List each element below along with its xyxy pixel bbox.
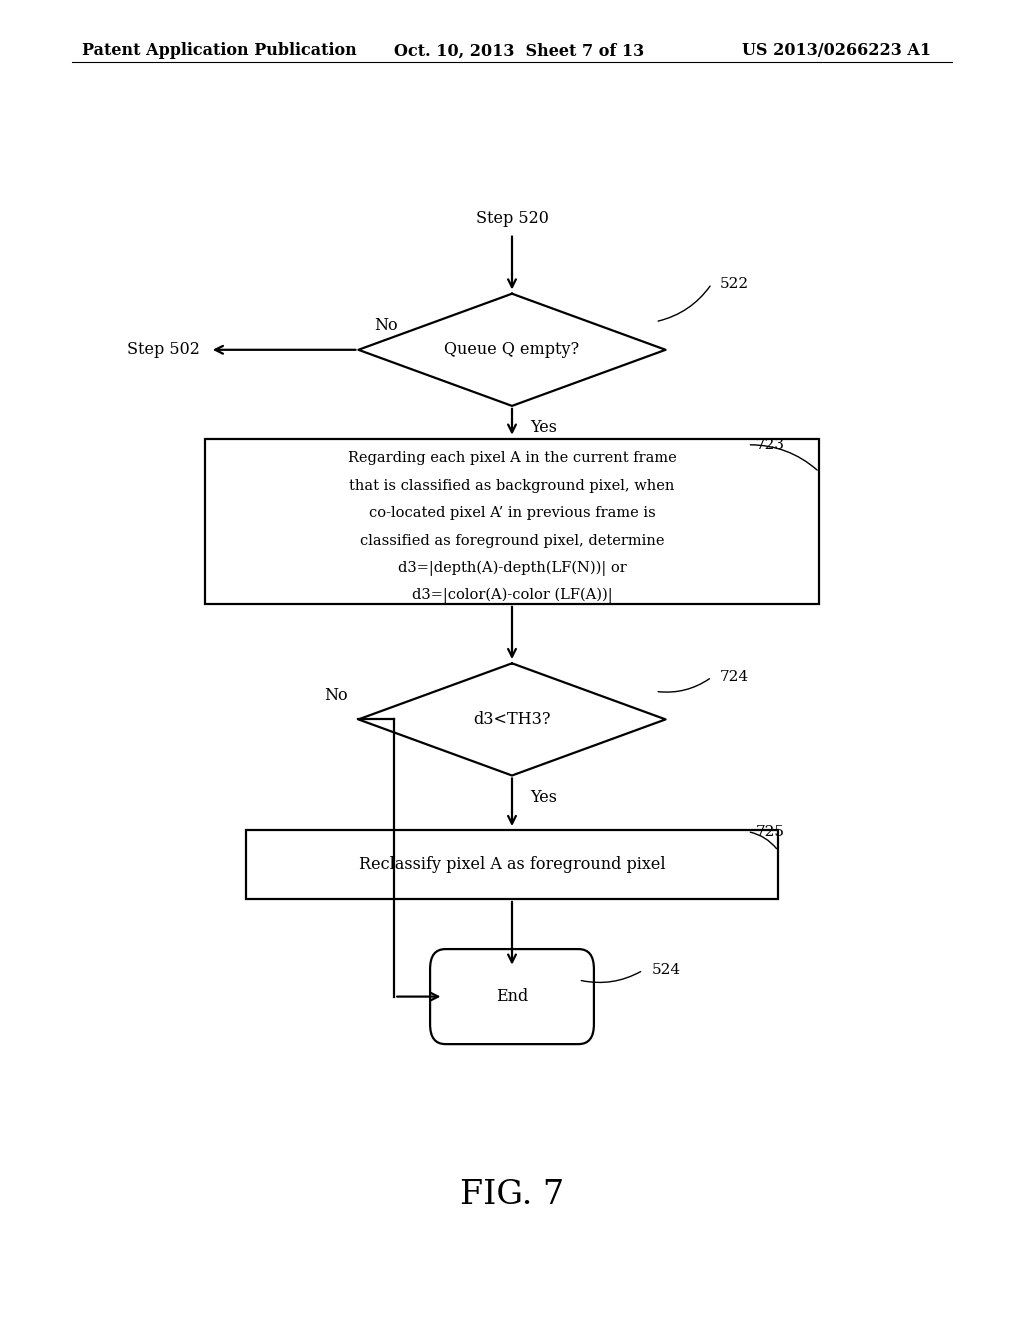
Text: 725: 725	[756, 825, 784, 838]
Text: Step 520: Step 520	[475, 210, 549, 227]
Text: 522: 522	[720, 277, 749, 290]
Bar	[246, 830, 778, 899]
Bar	[205, 438, 819, 605]
Text: d3=|depth(A)-depth(LF(N))| or: d3=|depth(A)-depth(LF(N))| or	[397, 561, 627, 576]
Text: Yes: Yes	[530, 788, 557, 805]
Text: Oct. 10, 2013  Sheet 7 of 13: Oct. 10, 2013 Sheet 7 of 13	[394, 42, 644, 59]
Text: US 2013/0266223 A1: US 2013/0266223 A1	[742, 42, 932, 59]
Text: No: No	[374, 317, 397, 334]
Text: Queue Q empty?: Queue Q empty?	[444, 342, 580, 358]
Text: 524: 524	[651, 964, 680, 977]
Text: d3<TH3?: d3<TH3?	[473, 711, 551, 727]
Text: Regarding each pixel A in the current frame: Regarding each pixel A in the current fr…	[347, 451, 677, 465]
Text: FIG. 7: FIG. 7	[460, 1179, 564, 1210]
Text: 724: 724	[720, 671, 749, 684]
Text: Patent Application Publication: Patent Application Publication	[82, 42, 356, 59]
Text: 723: 723	[756, 438, 784, 451]
Text: Reclassify pixel A as foreground pixel: Reclassify pixel A as foreground pixel	[358, 857, 666, 873]
Text: classified as foreground pixel, determine: classified as foreground pixel, determin…	[359, 533, 665, 548]
Text: that is classified as background pixel, when: that is classified as background pixel, …	[349, 479, 675, 492]
Text: No: No	[325, 686, 348, 704]
Text: End: End	[496, 989, 528, 1005]
Text: d3=|color(A)-color (LF(A))|: d3=|color(A)-color (LF(A))|	[412, 587, 612, 603]
FancyBboxPatch shape	[430, 949, 594, 1044]
Text: Step 502: Step 502	[127, 342, 200, 358]
Text: co-located pixel A’ in previous frame is: co-located pixel A’ in previous frame is	[369, 506, 655, 520]
Text: Yes: Yes	[530, 420, 557, 436]
